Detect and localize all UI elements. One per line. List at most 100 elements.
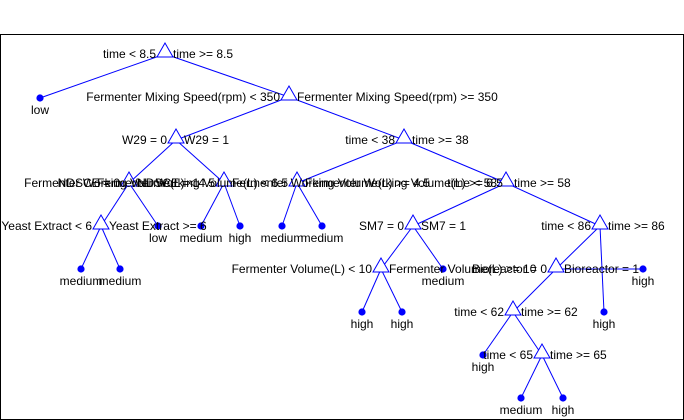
split-rule-left: W29 = 0 — [122, 133, 167, 147]
tree-edge — [412, 182, 507, 227]
tree-edge — [380, 225, 414, 270]
leaf-class-label: high — [391, 317, 414, 331]
tree-edge — [361, 268, 382, 313]
tree-edge — [100, 225, 121, 270]
split-rule-left: SM7 = 0 — [359, 219, 404, 233]
tree-edge — [80, 225, 102, 270]
tree-edge — [482, 311, 514, 356]
split-node-marker — [591, 213, 609, 230]
tree-edge — [555, 225, 601, 270]
split-rule-left: time < 38 — [345, 133, 395, 147]
leaf-class-label: medium — [422, 274, 465, 288]
leaf-class-label: high — [351, 317, 374, 331]
leaf-node-marker — [517, 394, 525, 402]
tree-edge — [175, 96, 290, 141]
leaf-node-marker — [278, 222, 286, 230]
split-rule-right: time >= 58 — [514, 176, 571, 190]
split-rule-right: Fermenter Volume(L) >= 10 — [389, 262, 537, 276]
split-node-marker — [215, 170, 233, 187]
split-rule-left: time < 58 — [447, 176, 497, 190]
tree-edges — [39, 53, 643, 399]
split-rule-left: Fermenter Mixing Speed(rpm) < 350 — [86, 90, 280, 104]
leaf-node-marker — [600, 308, 608, 316]
split-rule-left: time < 86 — [541, 219, 591, 233]
split-rule-right: time >= 86 — [608, 219, 665, 233]
tree-edge — [505, 182, 601, 227]
split-rule-left: time < 8.5 — [103, 47, 156, 61]
leaf-node-marker — [439, 265, 447, 273]
tree-edge — [296, 139, 405, 184]
tree-edge — [128, 139, 177, 184]
split-node-marker — [288, 170, 306, 187]
tree-edge — [520, 354, 543, 399]
split-rule-right: Fermenter Working Volume(L) >= 6.5 — [305, 176, 503, 190]
split-node-marker — [404, 213, 422, 230]
split-node-marker — [395, 127, 413, 144]
split-rule-right: Bioreactor = 1 — [564, 262, 639, 276]
leaf-class-label: medium — [60, 274, 103, 288]
split-rule-right: time >= 8.5 — [173, 47, 233, 61]
leaf-node-marker — [398, 308, 406, 316]
split-rule-left: time < 65 — [483, 348, 533, 362]
leaf-class-label: low — [31, 103, 49, 117]
tree-edge — [403, 139, 507, 184]
leaf-class-label: medium — [301, 231, 344, 245]
leaf-class-label: medium — [261, 231, 304, 245]
leaf-node-marker — [236, 222, 244, 230]
tree-edge — [200, 182, 225, 227]
leaf-class-label: high — [229, 231, 252, 245]
split-rule-left: Yeast Extract < 6 — [1, 219, 92, 233]
split-node-marker — [167, 127, 185, 144]
split-rule-left: NDSCE = 0 — [58, 176, 121, 190]
tree-edge — [39, 53, 166, 99]
split-node-marker — [92, 213, 110, 230]
split-rule-left: Fermenter Working Volume(L) < 6.5 — [97, 176, 288, 190]
tree-edge — [100, 182, 130, 227]
tree-edge — [281, 182, 298, 227]
split-node-marker — [504, 299, 522, 316]
split-node-marker — [120, 170, 138, 187]
leaf-class-label: medium — [99, 274, 142, 288]
split-rule-left: Bioreactor = 0 — [472, 262, 547, 276]
tree-edge — [296, 182, 323, 227]
leaf-node-marker — [154, 222, 162, 230]
leaf-class-label: high — [593, 317, 616, 331]
split-node-marker — [156, 41, 174, 58]
split-rule-right: NDSCE = 1 — [137, 176, 200, 190]
leaf-node-marker — [479, 351, 487, 359]
tree-nodes — [36, 41, 647, 402]
split-rule-left: Fermenter Working Volume(L) < 4.5 — [24, 176, 215, 190]
tree-edge — [512, 311, 543, 356]
tree-edge — [288, 96, 405, 141]
leaf-class-label: medium — [180, 231, 223, 245]
split-node-marker — [533, 342, 551, 359]
tree-edge — [175, 139, 225, 184]
leaf-class-label: medium — [500, 403, 543, 417]
tree-edge — [512, 268, 557, 313]
tree-edge — [164, 53, 290, 98]
leaf-class-label: high — [472, 360, 495, 374]
leaf-node-marker — [77, 265, 85, 273]
leaf-class-label: high — [632, 274, 655, 288]
split-rule-right: time >= 65 — [550, 348, 607, 362]
split-rule-right: time >= 62 — [521, 305, 578, 319]
tree-edge — [541, 354, 564, 399]
split-node-marker — [280, 84, 298, 101]
leaf-node-marker — [116, 265, 124, 273]
split-rule-left: Fermenter Volume(L) < 10 — [232, 262, 373, 276]
leaf-node-marker — [639, 265, 647, 273]
split-rule-left: time < 62 — [454, 305, 504, 319]
leaf-node-marker — [197, 222, 205, 230]
tree-edge — [223, 182, 241, 227]
tree-edge — [380, 268, 403, 313]
leaf-node-marker — [318, 222, 326, 230]
leaf-class-label: high — [552, 403, 575, 417]
tree-edge — [412, 225, 444, 270]
leaf-class-label: low — [149, 231, 167, 245]
split-rule-right: SM7 = 1 — [421, 219, 466, 233]
split-rule-right: W29 = 1 — [184, 133, 229, 147]
tree-edge — [128, 182, 159, 227]
leaf-node-marker — [358, 308, 366, 316]
tree-labels: time < 8.5 time >= 8.5 Fermenter Mixing Sp… — [1, 47, 665, 417]
